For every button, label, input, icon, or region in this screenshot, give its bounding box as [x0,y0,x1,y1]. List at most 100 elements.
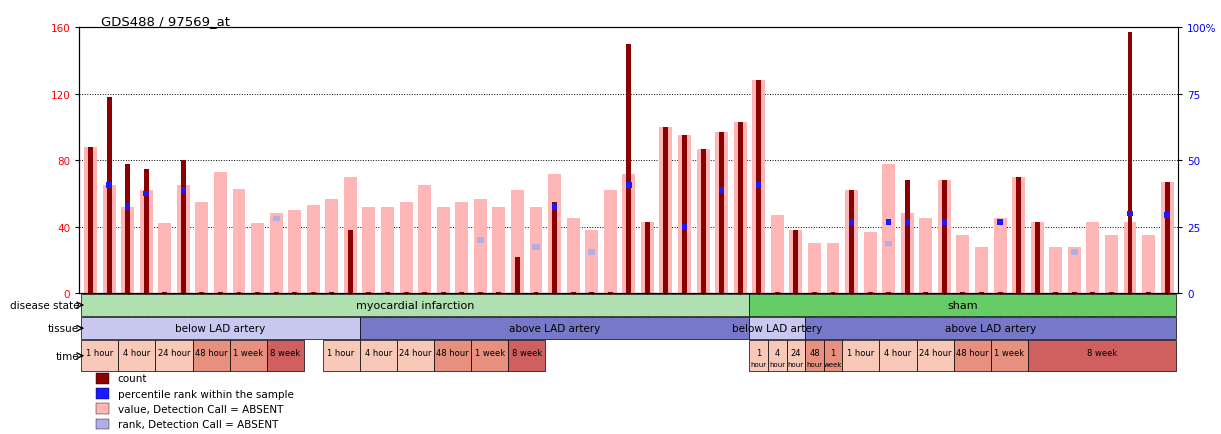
Bar [534,292,538,294]
Bar [232,189,245,294]
Bar [366,292,371,294]
Text: 1 hour: 1 hour [327,348,355,357]
Bar [397,341,433,371]
Bar [1105,236,1118,294]
Bar [237,292,242,294]
Bar [641,222,654,294]
Bar [441,292,446,294]
Text: GDS488 / 97569_at: GDS488 / 97569_at [101,15,231,28]
Text: hour: hour [806,361,823,367]
Bar [827,244,840,294]
Bar [325,199,338,294]
Bar [1087,222,1099,294]
Bar [344,178,357,294]
Bar [770,216,784,294]
Bar [219,292,223,294]
Bar [103,186,116,294]
Bar [956,236,969,294]
Text: below LAD artery: below LAD artery [176,323,265,333]
Bar [1054,292,1059,294]
Text: above LAD artery: above LAD artery [945,323,1037,333]
Text: 1 hour: 1 hour [847,348,874,357]
Bar [808,244,821,294]
Bar [976,247,988,294]
Bar [84,148,96,294]
Bar [471,341,508,371]
Bar [1028,341,1176,371]
Bar [919,219,933,294]
Bar [905,220,910,225]
Bar [567,219,580,294]
Text: 8 week: 8 week [512,348,542,357]
Text: 8 week: 8 week [270,348,300,357]
Text: 24 hour: 24 hour [399,348,431,357]
Bar [311,292,316,294]
Bar [530,207,542,294]
Bar [118,341,155,371]
Bar [645,222,650,294]
Bar [1127,211,1133,217]
Bar [515,257,520,294]
Bar [306,206,320,294]
Bar [82,317,360,340]
Text: below LAD artery: below LAD artery [733,323,823,333]
Bar [95,373,109,384]
Bar [155,341,193,371]
Bar [863,232,877,294]
Bar [360,317,750,340]
Text: 48 hour: 48 hour [436,348,469,357]
Bar [786,341,805,371]
Bar [756,81,761,294]
Bar [941,220,947,225]
Bar [1072,292,1077,294]
Bar [879,341,917,371]
Bar [95,388,109,399]
Bar [737,123,742,294]
Bar [548,174,562,294]
Bar [385,292,389,294]
Text: 24 hour: 24 hour [919,348,951,357]
Bar [255,292,260,294]
Bar [681,224,687,230]
Bar [159,224,171,294]
Bar [998,220,1002,225]
Bar [1109,292,1114,294]
Bar [1142,236,1155,294]
Bar [626,183,631,189]
Bar [623,174,635,294]
Text: rank, Detection Call = ABSENT: rank, Detection Call = ABSENT [118,419,278,429]
Bar [885,241,893,247]
Bar [508,341,546,371]
Text: percentile rank within the sample: percentile rank within the sample [118,389,294,399]
Bar [659,128,673,294]
Bar [126,164,131,294]
Bar [750,294,1176,316]
Bar [199,292,204,294]
Bar [214,173,227,294]
Bar [994,219,1006,294]
Bar [230,341,267,371]
Bar [433,341,471,371]
Bar [608,292,613,294]
Bar [552,204,557,210]
Bar [886,292,891,294]
Bar [404,292,409,294]
Text: 1: 1 [756,348,762,357]
Bar [901,214,913,294]
Bar [437,207,449,294]
Bar [990,341,1028,371]
Bar [143,191,149,197]
Bar [330,292,335,294]
Bar [418,186,431,294]
Bar [88,148,93,294]
Bar [1165,213,1170,219]
Bar [363,207,375,294]
Bar [181,161,186,294]
Text: 48: 48 [810,348,819,357]
Text: 4: 4 [774,348,780,357]
Bar [590,292,595,294]
Text: 8 week: 8 week [1087,348,1117,357]
Bar [1012,178,1026,294]
Bar [961,292,966,294]
Bar [125,204,131,210]
